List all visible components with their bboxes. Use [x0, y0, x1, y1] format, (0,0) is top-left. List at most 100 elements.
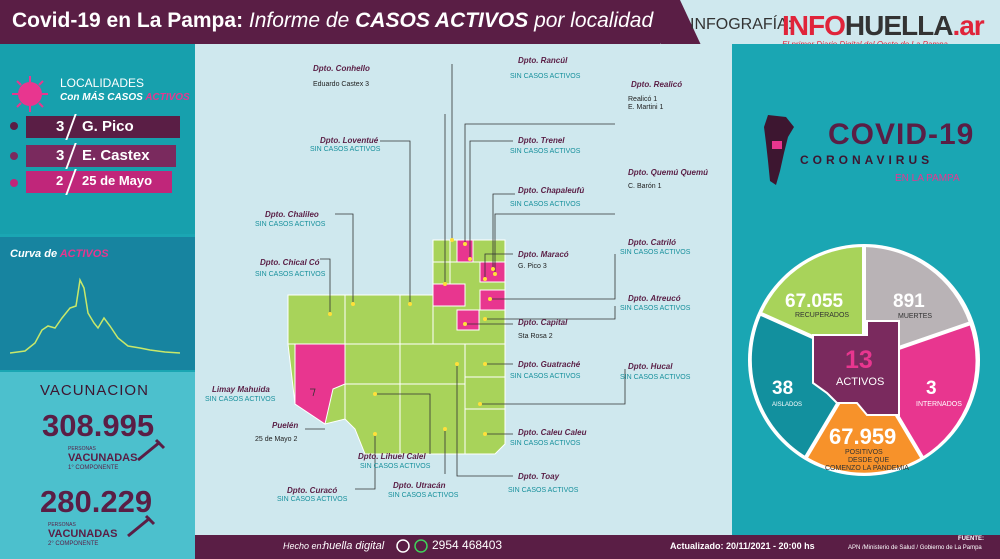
footer-bar — [195, 535, 1000, 559]
vacunados-2-small: PERSONAS — [48, 522, 76, 528]
internados-label: INTERNADOS — [916, 401, 962, 408]
covid-stats-wheel — [748, 244, 980, 476]
vacunados-1-number: 308.995 — [42, 408, 155, 443]
la-pampa-map — [287, 64, 626, 490]
dept-name: Dpto. Rancúl — [518, 56, 568, 65]
dept-status: SIN CASOS ACTIVOS — [510, 373, 581, 380]
bullet-icon — [10, 179, 18, 187]
footer-brand[interactable]: huella digital — [323, 540, 385, 552]
vacunados-2-label: VACUNADAS — [48, 528, 118, 540]
social-icons[interactable] — [396, 538, 430, 554]
page-title: Covid-19 en La Pampa: Informe de CASOS A… — [12, 9, 654, 32]
recuperados-label: RECUPERADOS — [795, 312, 850, 319]
localidades-subtitle: Con MÁS CASOS ACTIVOS — [60, 92, 190, 103]
vacunados-1-component: 1° COMPONENTE — [68, 465, 119, 471]
dept-status: SIN CASOS ACTIVOS — [510, 148, 581, 155]
dept-status: SIN CASOS ACTIVOS — [620, 249, 691, 256]
vacunados-2-number: 280.229 — [40, 484, 153, 519]
dept-status: SIN CASOS ACTIVOS — [255, 221, 326, 228]
footer-phone[interactable]: 2954 468403 — [432, 538, 503, 552]
dept-status: SIN CASOS ACTIVOS — [508, 487, 579, 494]
dept-value: 25 de Mayo 2 — [255, 436, 298, 443]
brand-logo[interactable]: INFOHUELLA.ar — [782, 10, 985, 41]
dept-name: Dpto. Realicó — [631, 80, 683, 89]
vacunacion-panel — [0, 372, 195, 559]
rank-item: 3 E. Castex — [26, 143, 176, 169]
dept-value: C. Barón 1 — [628, 183, 662, 190]
positivos-label: COMENZO LA PANDEMIA — [825, 465, 909, 472]
dept-name: Dpto. Lihuel Calel — [358, 452, 426, 461]
argentina-map-icon — [764, 115, 794, 185]
dept-status: SIN CASOS ACTIVOS — [360, 463, 431, 470]
curve-panel — [0, 237, 195, 370]
localidades-panel — [0, 44, 195, 234]
dept-status: SIN CASOS ACTIVOS — [310, 146, 381, 153]
dept-name: Dpto. Atreucó — [628, 294, 681, 303]
dept-status: SIN CASOS ACTIVOS — [205, 396, 276, 403]
dept-name: Dpto. Chapaleufú — [518, 186, 585, 195]
covid-title: COVID-19 — [828, 118, 975, 151]
dept-name: Dpto. Curacó — [287, 486, 338, 495]
dept-name: Dpto. Capital — [518, 318, 568, 327]
dept-value: Eduardo Castex 3 — [313, 81, 370, 88]
dept-value: E. Martini 1 — [628, 104, 664, 111]
dept-name: Dpto. Hucal — [628, 362, 673, 371]
active-cases-curve — [10, 277, 181, 354]
dept-status: SIN CASOS ACTIVOS — [510, 73, 581, 80]
dept-status: SIN CASOS ACTIVOS — [277, 496, 348, 503]
dept-name: Dpto. Utracán — [393, 481, 446, 490]
dept-name: Dpto. Trenel — [518, 136, 565, 145]
rank-item: 3 G. Pico — [26, 114, 180, 140]
footer-source-label: FUENTE: — [958, 536, 984, 542]
dept-name: Dpto. Catriló — [628, 238, 676, 247]
virus-icon — [12, 76, 48, 112]
aislados-label: AISLADOS — [772, 402, 803, 408]
bullet-icon — [10, 152, 18, 160]
dept-name: Limay Mahuida — [212, 385, 270, 394]
dept-name: Dpto. Quemú Quemú — [628, 168, 708, 177]
dept-status: SIN CASOS ACTIVOS — [255, 271, 326, 278]
dept-value: Sta Rosa 2 — [518, 333, 553, 340]
syringe-icon — [127, 514, 156, 538]
positivos-label: POSITIVOS — [845, 449, 883, 456]
bullet-icon — [10, 122, 18, 130]
dept-name: Dpto. Chalileo — [265, 210, 319, 219]
dept-status: SIN CASOS ACTIVOS — [388, 492, 459, 499]
dept-value: Realicó 1 — [628, 96, 658, 103]
vacunados-2-component: 2° COMPONENTE — [48, 541, 99, 547]
curve-title: Curva de ACTIVOS — [10, 248, 109, 260]
dept-name: Dpto. Guatraché — [518, 360, 581, 369]
footer-hecho: Hecho en: — [283, 541, 325, 551]
positivos-number: 67.959 — [829, 424, 897, 449]
syringe-icon — [137, 438, 166, 462]
dept-value: G. Pico 3 — [518, 263, 547, 270]
rank-item: 2 25 de Mayo — [26, 169, 172, 195]
infografia-label: INFOGRAFÍA: — [690, 16, 793, 33]
dept-name: Puelén — [272, 421, 299, 430]
dept-name: Dpto. Conhello — [313, 64, 370, 73]
footer-updated: Actualizado: 20/11/2021 - 20:00 hs — [670, 541, 815, 551]
muertes-label: MUERTES — [898, 313, 933, 320]
localidades-title: LOCALIDADES — [60, 76, 145, 90]
vacunados-1-small: PERSONAS — [68, 446, 96, 452]
dept-status: SIN CASOS ACTIVOS — [620, 374, 691, 381]
dept-status: SIN CASOS ACTIVOS — [620, 305, 691, 312]
dept-name: Dpto. Loventué — [320, 136, 379, 145]
footer-source: APN /Ministerio de Salud / Gobierno de L… — [848, 545, 982, 551]
vacunados-1-label: VACUNADAS — [68, 452, 138, 464]
dept-status: SIN CASOS ACTIVOS — [510, 440, 581, 447]
positivos-label: DESDE QUE — [848, 457, 890, 464]
activos-label: ACTIVOS — [836, 376, 885, 388]
dept-name: Dpto. Toay — [518, 472, 560, 481]
coronavirus-label: CORONAVIRUS — [800, 153, 934, 167]
dept-name: Dpto. Caleu Caleu — [518, 428, 587, 437]
dept-name: Dpto. Maracó — [518, 250, 569, 259]
muertes-number: 891 — [893, 291, 925, 312]
dept-name: Dpto. Chical Có — [260, 258, 320, 267]
activos-number: 13 — [845, 346, 873, 374]
recuperados-number: 67.055 — [785, 291, 844, 312]
vacunacion-title: VACUNACION — [40, 382, 149, 399]
region-label: EN LA PAMPA — [895, 173, 960, 184]
internados-number: 3 — [926, 378, 937, 399]
header-bar — [0, 0, 660, 44]
